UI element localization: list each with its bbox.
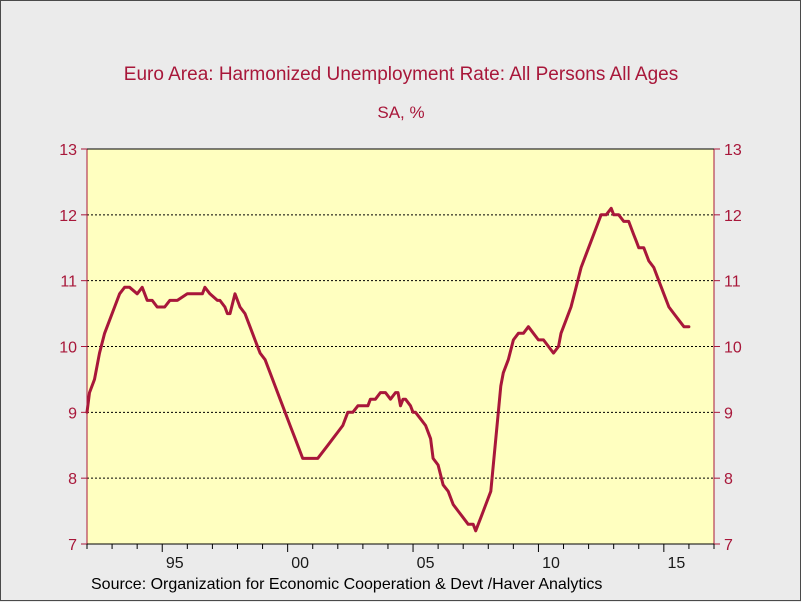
axes: 7 7 8 8 9 9 10 10 11 11 12 12 13 13 95 00 05 10 15 [59,142,742,572]
ytick-label-right: 8 [724,471,733,488]
xtick-label: 95 [166,555,184,572]
chart-title: Euro Area: Harmonized Unemployment Rate:… [124,64,678,85]
xtick-label: 15 [667,555,685,572]
xtick-label: 10 [542,555,560,572]
xtick-label: 05 [417,555,435,572]
ytick-label-right: 12 [724,208,742,225]
ytick-label-right: 9 [724,405,733,422]
source-note: Source: Organization for Economic Cooper… [91,576,602,593]
ytick-label-left: 12 [59,208,77,225]
chart-subtitle: SA, % [377,103,424,122]
ytick-label-left: 8 [68,471,77,488]
ytick-label-left: 9 [68,405,77,422]
ytick-label-right: 7 [724,537,733,554]
ytick-label-left: 10 [59,340,77,357]
gridlines [87,214,714,479]
series-layer [85,206,691,533]
xtick-label: 00 [291,555,309,572]
ytick-label-right: 11 [724,274,741,291]
ytick-label-left: 7 [68,537,77,554]
ytick-label-left: 13 [59,142,77,159]
ytick-label-right: 10 [724,340,742,357]
ytick-label-right: 13 [724,142,742,159]
ytick-label-left: 11 [60,274,77,291]
series-line [85,206,691,533]
